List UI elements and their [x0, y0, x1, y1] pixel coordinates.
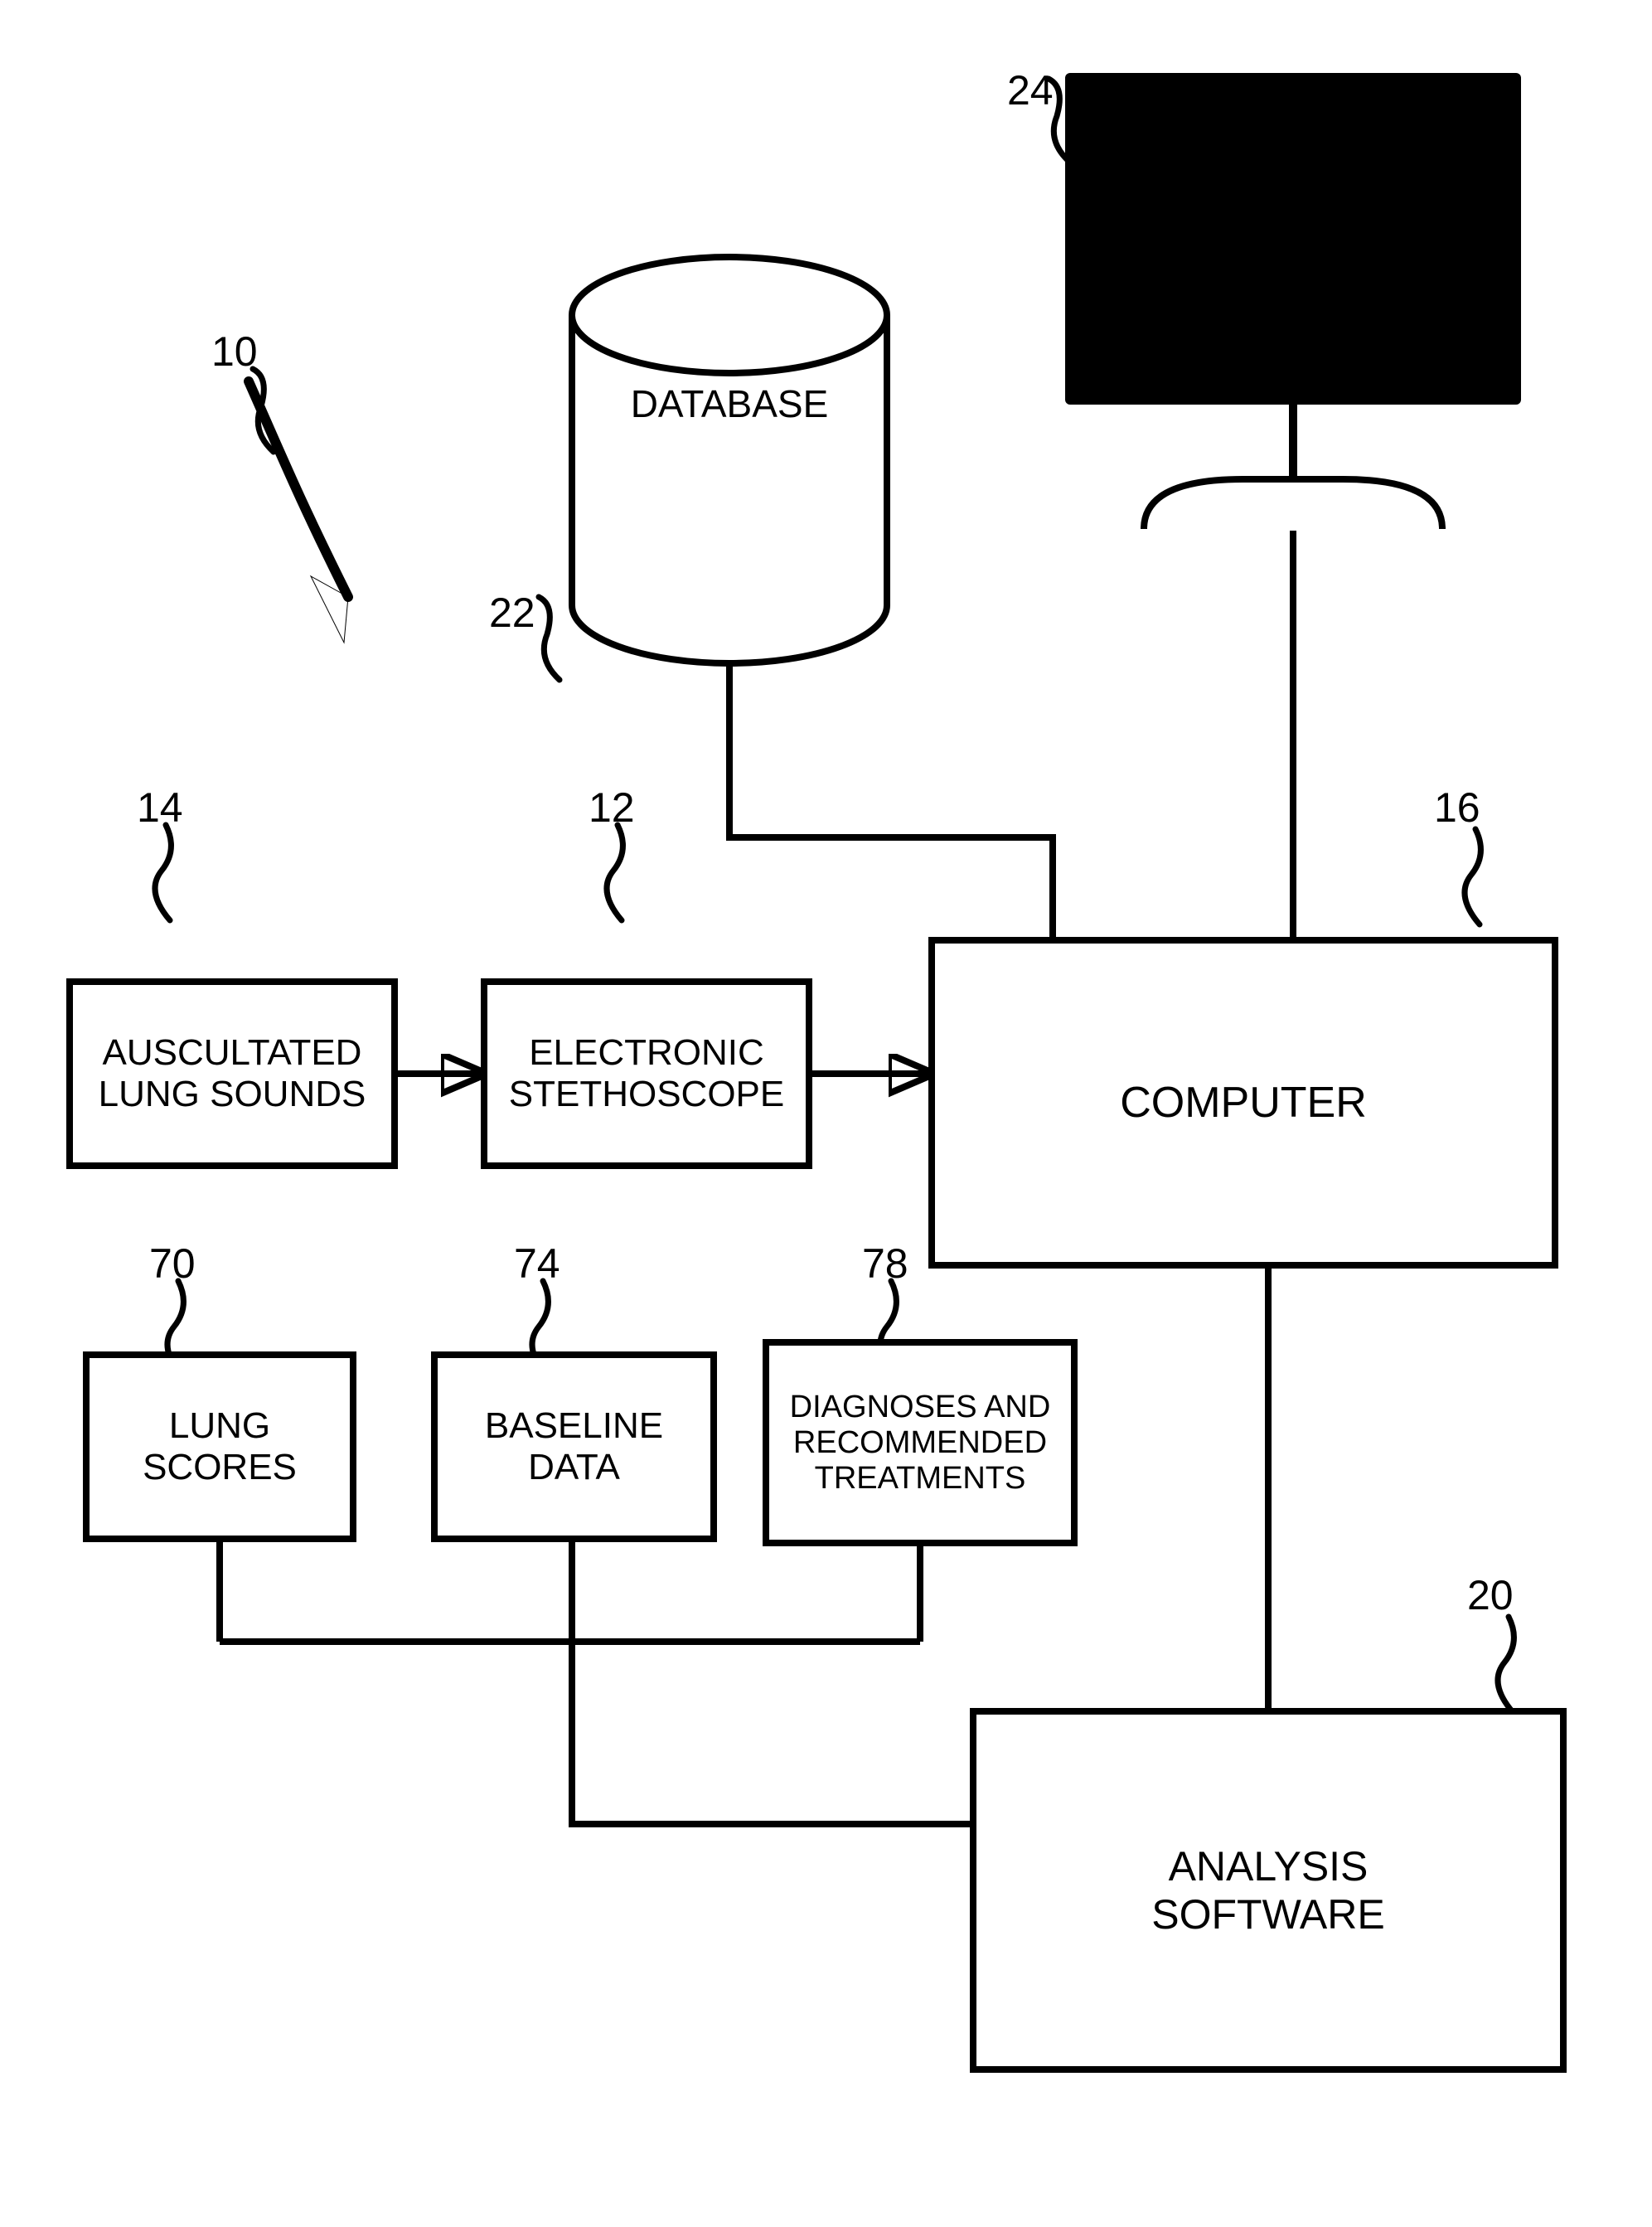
stethoscope-box: ELECTRONIC STETHOSCOPE: [481, 978, 812, 1169]
baseline-box: BASELINE DATA: [431, 1351, 717, 1542]
lung-sounds-box: AUSCULTATED LUNG SOUNDS: [66, 978, 398, 1169]
baseline-label: BASELINE DATA: [485, 1405, 663, 1488]
diagram-canvas: AUSCULTATED LUNG SOUNDS ELECTRONIC STETH…: [0, 0, 1652, 2227]
monitor-shape: [1065, 73, 1521, 529]
ref-70: 70: [149, 1240, 196, 1288]
monitor-label: MONITOR: [1165, 197, 1413, 245]
analysis-box: ANALYSIS SOFTWARE: [970, 1708, 1567, 2073]
computer-label: COMPUTER: [1120, 1078, 1367, 1128]
lung-scores-label: LUNG SCORES: [143, 1405, 297, 1488]
ref-16: 16: [1434, 784, 1480, 832]
computer-box: COMPUTER: [928, 937, 1558, 1269]
stethoscope-label: ELECTRONIC STETHOSCOPE: [509, 1032, 785, 1115]
ref-74: 74: [514, 1240, 560, 1288]
ref-78: 78: [862, 1240, 908, 1288]
ref-22: 22: [489, 589, 535, 637]
system-arrow-10: [249, 381, 348, 643]
ref-10: 10: [211, 328, 258, 376]
diagnoses-label: DIAGNOSES AND RECOMMENDED TREATMENTS: [790, 1390, 1051, 1497]
ref-20: 20: [1467, 1571, 1514, 1619]
database-label: DATABASE: [622, 381, 837, 426]
analysis-label: ANALYSIS SOFTWARE: [1151, 1842, 1384, 1938]
lung-scores-box: LUNG SCORES: [83, 1351, 356, 1542]
diagnoses-box: DIAGNOSES AND RECOMMENDED TREATMENTS: [763, 1339, 1078, 1546]
ref-14: 14: [137, 784, 183, 832]
ref-24: 24: [1007, 66, 1054, 114]
lung-sounds-label: AUSCULTATED LUNG SOUNDS: [99, 1032, 366, 1115]
ref-12: 12: [589, 784, 635, 832]
database-shape: [572, 257, 887, 663]
